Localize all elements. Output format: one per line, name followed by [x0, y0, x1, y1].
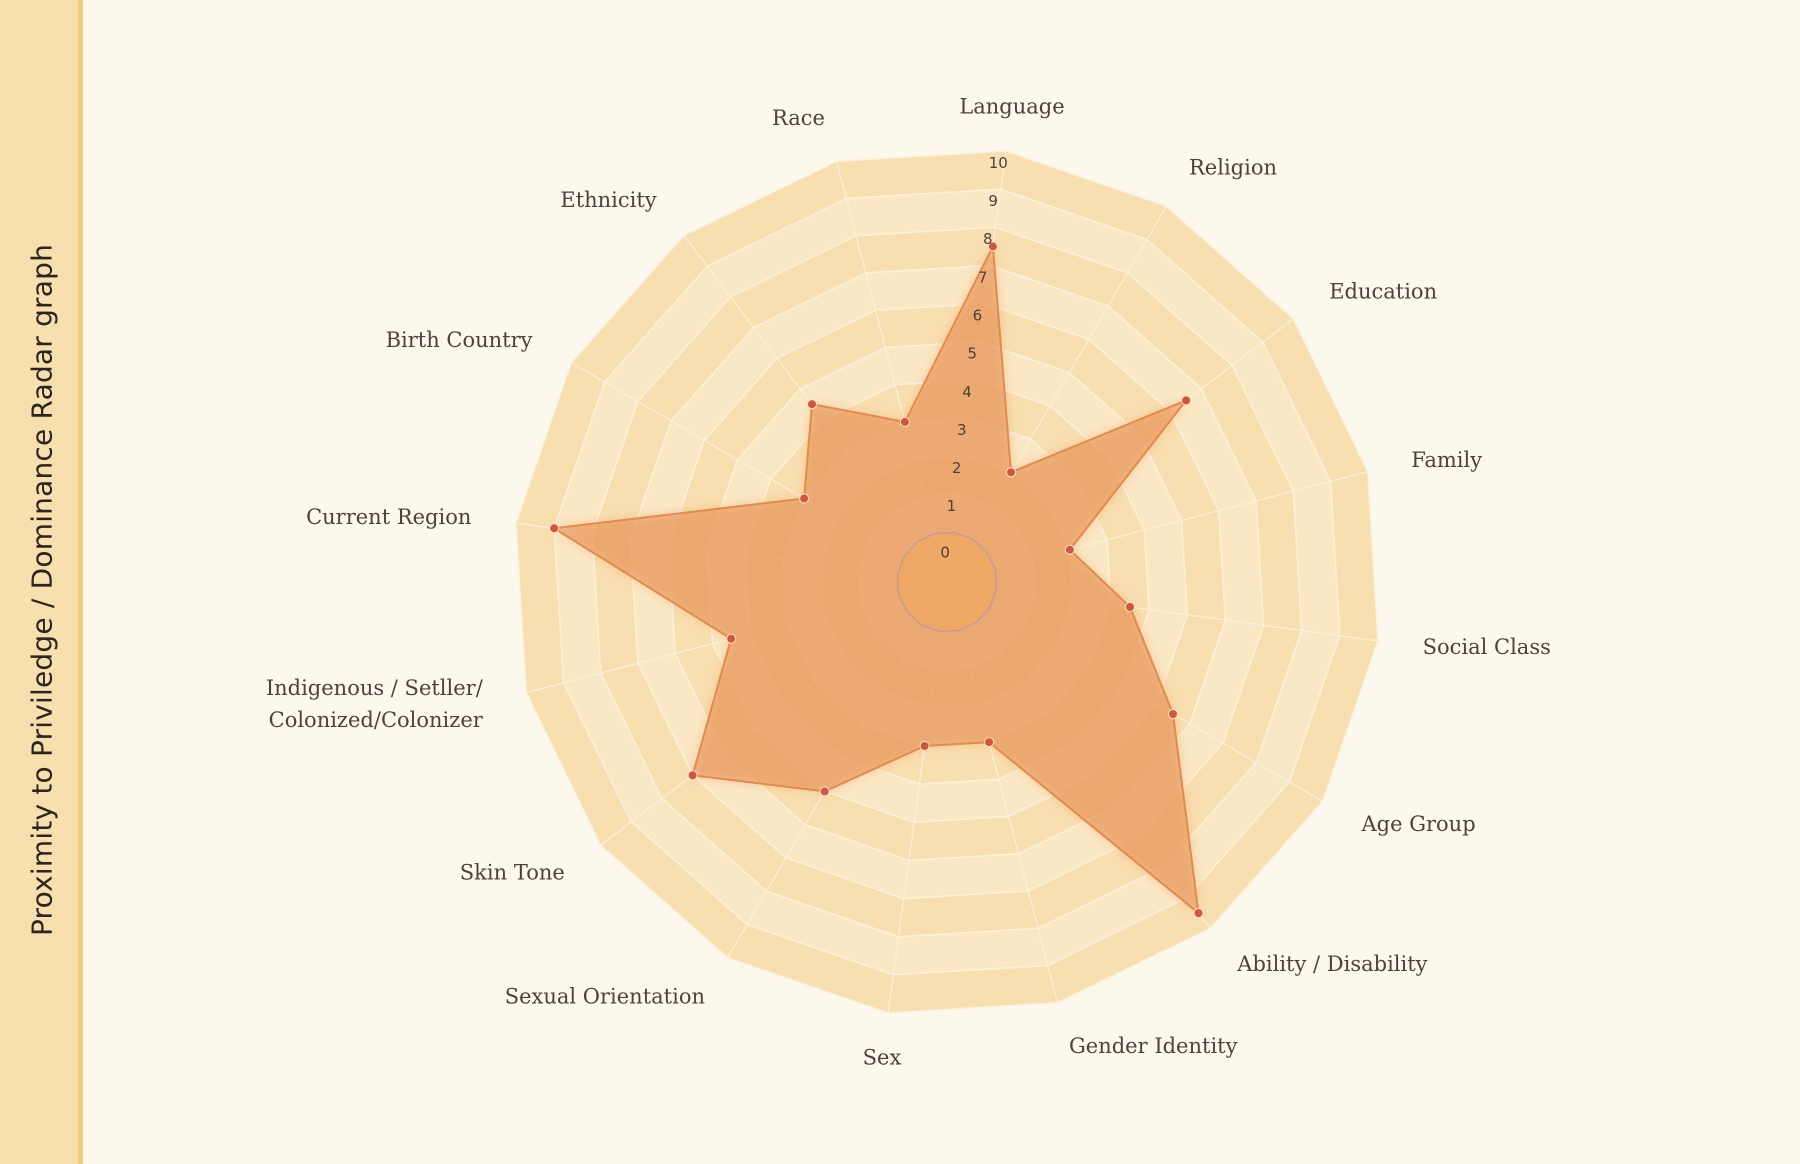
category-label-5: Age Group [1361, 812, 1476, 836]
tick-label-2: 2 [952, 459, 962, 477]
category-label-2: Education [1329, 280, 1437, 304]
data-point-2 [1181, 395, 1192, 406]
tick-label-3: 3 [957, 421, 967, 439]
category-label-8: Sex [863, 1046, 902, 1070]
category-label-15: Race [772, 106, 825, 130]
data-point-5 [1168, 709, 1178, 719]
data-point-6 [1193, 908, 1204, 919]
category-label-3: Family [1411, 448, 1482, 472]
data-point-7 [984, 737, 995, 748]
category-label-12: Current Region [306, 505, 471, 529]
tick-label-0: 0 [940, 543, 950, 561]
data-point-0 [987, 241, 998, 252]
data-point-11 [726, 633, 737, 644]
radar-tick-labels: 0 1 2 3 4 5 6 7 8 9 10 [940, 154, 1008, 561]
category-label-10: Skin Tone [460, 860, 565, 884]
data-point-1 [1006, 467, 1016, 478]
center-zero-region [896, 531, 998, 633]
tick-label-1: 1 [947, 497, 957, 515]
category-label-7: Gender Identity [1069, 1034, 1238, 1058]
category-label-1: Religion [1189, 156, 1277, 180]
category-label-6: Ability / Disability [1236, 952, 1427, 976]
category-label-13: Birth Country [386, 328, 533, 352]
category-label-14: Ethnicity [560, 188, 656, 212]
data-point-3 [1064, 544, 1075, 555]
tick-label-8: 8 [983, 230, 993, 248]
data-point-13 [799, 493, 810, 504]
data-point-14 [807, 399, 817, 410]
tick-label-4: 4 [962, 383, 972, 401]
radar-points [549, 241, 1204, 919]
tick-label-9: 9 [988, 192, 998, 210]
radar-category-labels: Language Religion Education Family Social Cl… [266, 94, 1551, 1069]
category-label-9: Sexual Orientation [505, 985, 705, 1009]
category-label-11: Indigenous / Setller/Colonized/Colonizer [266, 676, 484, 732]
data-point-8 [919, 741, 930, 751]
tick-label-6: 6 [973, 307, 983, 325]
data-point-9 [819, 786, 830, 797]
data-point-4 [1125, 602, 1135, 612]
tick-label-7: 7 [978, 268, 988, 286]
data-point-15 [899, 416, 910, 427]
data-point-12 [549, 523, 560, 534]
category-label-4: Social Class [1423, 635, 1551, 659]
sidebar: Proximity to Priviledge / Dominance Rada… [0, 0, 83, 1164]
tick-label-5: 5 [967, 345, 977, 363]
category-label-0: Language [959, 94, 1064, 118]
radar-center [896, 531, 998, 633]
tick-label-10: 10 [989, 154, 1008, 172]
data-point-10 [687, 770, 698, 781]
